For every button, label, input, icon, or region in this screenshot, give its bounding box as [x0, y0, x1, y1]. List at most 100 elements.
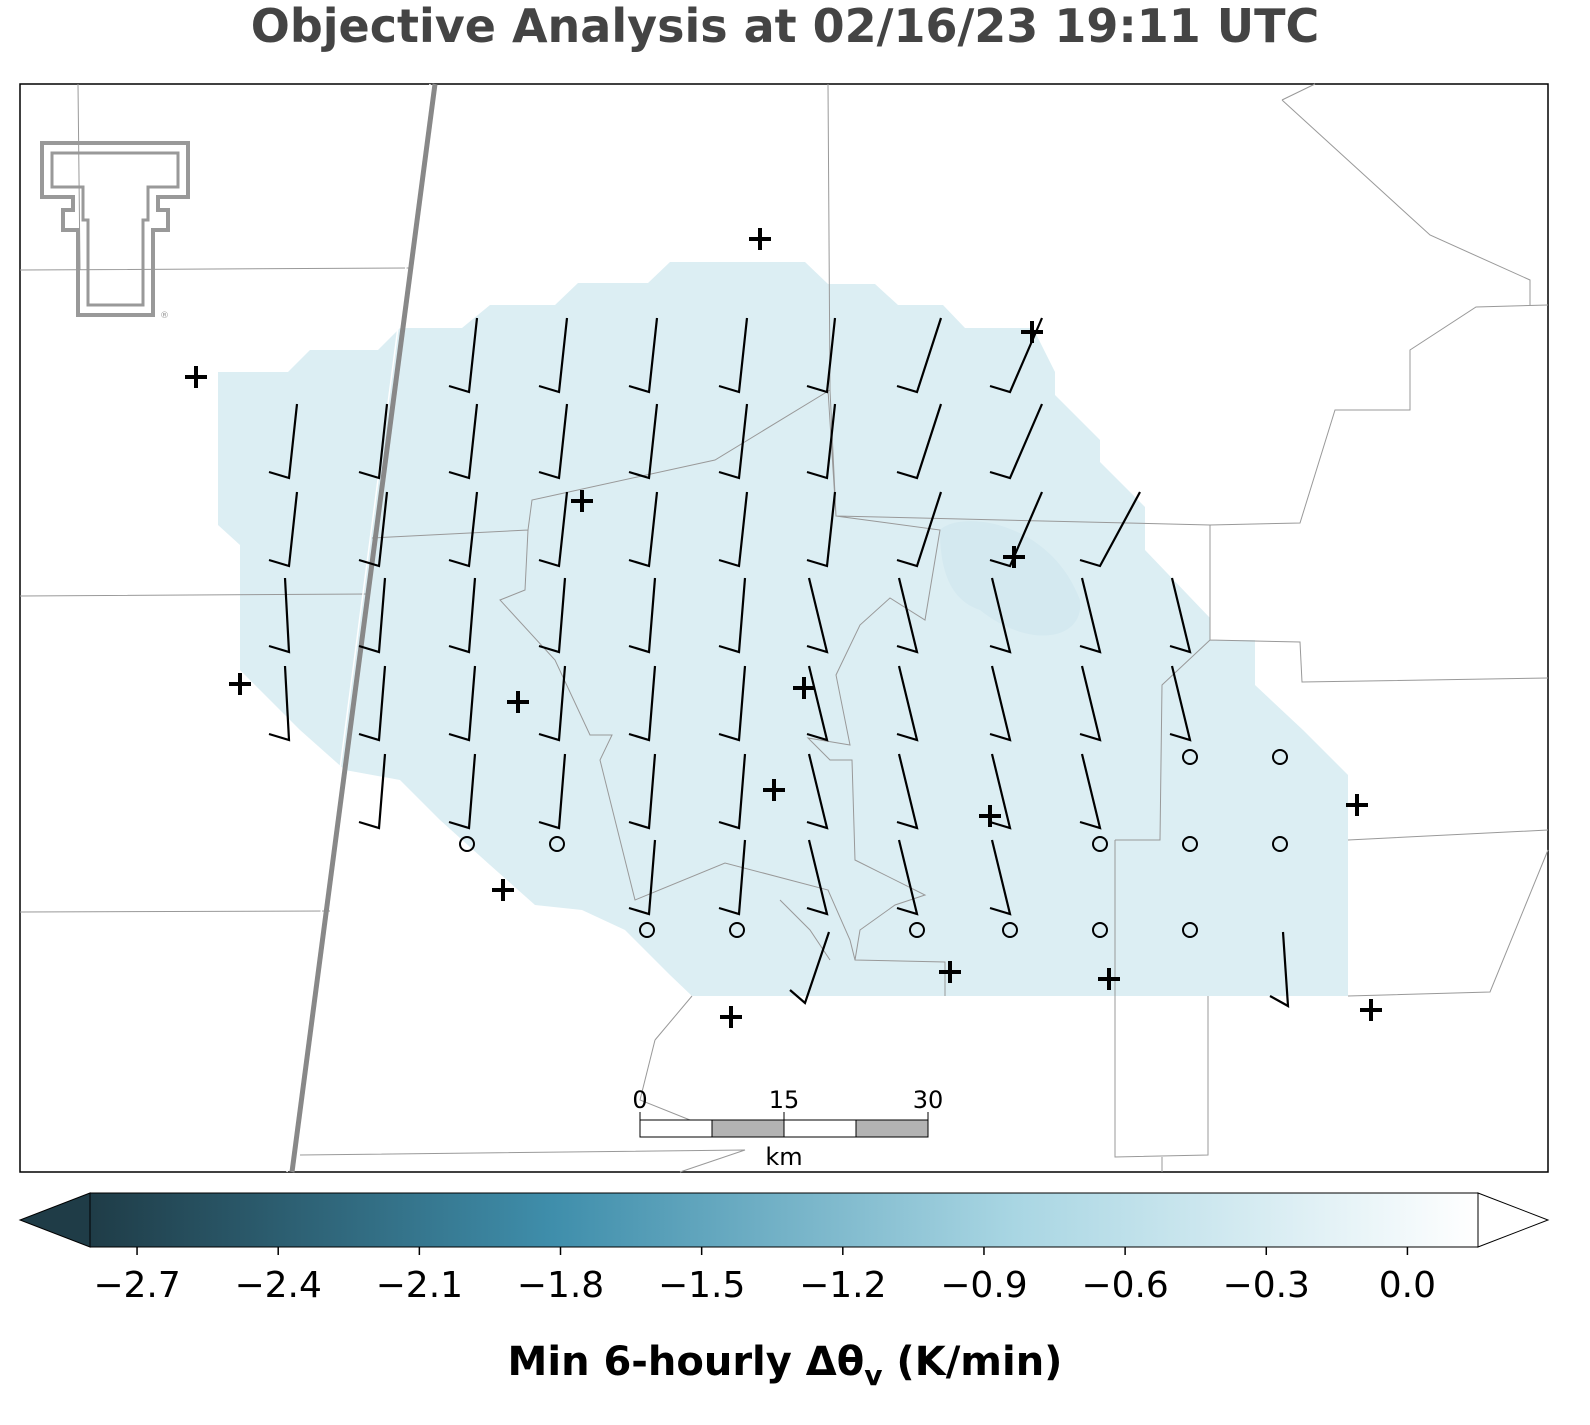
wind-barb — [538, 403, 569, 480]
colorbar-tick-label: −0.9 — [940, 1265, 1027, 1306]
colorbar-tick-label: −1.2 — [799, 1265, 886, 1306]
label-main: Min 6-hourly Δθ — [508, 1339, 865, 1385]
wind-barb — [896, 753, 919, 830]
calm-marker — [1002, 922, 1018, 938]
wind-barb — [268, 491, 299, 568]
calm-marker — [729, 922, 745, 938]
wind-barb — [806, 839, 829, 916]
wind-barb — [718, 839, 747, 916]
calm-marker — [1272, 749, 1288, 765]
calm-marker — [1182, 836, 1198, 852]
wind-barb — [268, 577, 291, 654]
colorbar-tick-label: −1.8 — [517, 1265, 604, 1306]
wind-barb — [989, 491, 1044, 568]
calm-marker — [459, 836, 475, 852]
wind-barb — [896, 577, 919, 654]
wind-barb — [896, 839, 919, 916]
calm-marker — [639, 922, 655, 938]
wind-barb — [1079, 577, 1102, 654]
colorbar-tick-label: 0.0 — [1379, 1265, 1436, 1306]
colorbar-tick-label: −2.1 — [376, 1265, 463, 1306]
station-marker — [979, 805, 1001, 827]
station-marker — [763, 779, 785, 801]
wind-barb — [268, 403, 299, 480]
station-marker — [1021, 321, 1043, 343]
wind-barb — [989, 403, 1044, 480]
wind-barb — [358, 753, 387, 830]
station-marker — [793, 677, 815, 699]
wind-barb — [448, 317, 479, 394]
colorbar: −2.7 −2.4 −2.1 −1.8 −1.5 −1.2 −0.9 −0.6 −0.3 0.0 — [18, 1192, 1550, 1306]
wind-barb — [448, 577, 477, 654]
scale-tick-label: 30 — [913, 1086, 944, 1114]
analysis-contour — [940, 521, 1081, 636]
station-marker — [749, 228, 771, 250]
colorbar-tick-label: −0.6 — [1081, 1265, 1168, 1306]
wind-barb — [718, 317, 749, 394]
wind-barb — [448, 403, 479, 480]
wind-barb — [896, 403, 943, 480]
wind-barb — [896, 665, 919, 742]
map: ® — [19, 83, 1549, 1173]
scale-segment — [783, 1119, 857, 1138]
colorbar-label: Min 6-hourly Δθv (K/min) — [508, 1339, 1063, 1392]
scale-bar: 0 15 30 km — [632, 1086, 943, 1171]
wind-barb — [628, 577, 657, 654]
wind-barb — [628, 665, 657, 742]
station-marker — [720, 1006, 742, 1028]
wind-barb — [628, 753, 657, 830]
station-marker — [1003, 546, 1025, 568]
wind-barb — [989, 753, 1012, 830]
wind-barb — [806, 665, 829, 742]
wind-barb — [896, 491, 943, 568]
wind-barb — [628, 403, 659, 480]
station-marker — [507, 691, 529, 713]
wind-barb — [718, 577, 747, 654]
wind-barb — [1169, 665, 1192, 742]
wind-barb — [806, 577, 829, 654]
scale-segment — [855, 1119, 929, 1138]
wind-barb — [538, 577, 567, 654]
station-marker — [229, 673, 251, 695]
calm-marker — [1272, 836, 1288, 852]
wind-barb — [538, 317, 569, 394]
scale-segment — [639, 1119, 713, 1138]
label-subscript: v — [864, 1359, 882, 1392]
scale-segment — [711, 1119, 785, 1138]
wind-barb — [358, 491, 389, 568]
wind-barb — [1079, 491, 1141, 568]
wind-barb — [1079, 753, 1102, 830]
station-marker — [1098, 968, 1120, 990]
wind-barb — [789, 931, 831, 1005]
wind-barb — [1079, 665, 1102, 742]
wind-barb — [989, 839, 1012, 916]
wind-barb — [268, 665, 291, 742]
wind-barb — [718, 753, 747, 830]
label-units: (K/min) — [882, 1339, 1062, 1385]
wind-barb — [448, 665, 477, 742]
wind-barb — [628, 839, 657, 916]
calm-marker — [549, 836, 565, 852]
analysis-field — [218, 262, 1348, 996]
station-marker — [492, 879, 514, 901]
wind-barb — [448, 753, 477, 830]
calm-marker — [1182, 922, 1198, 938]
wind-barb — [538, 665, 567, 742]
wind-barb — [1269, 931, 1290, 1008]
wind-barb — [989, 665, 1012, 742]
wind-barb — [806, 753, 829, 830]
wind-barb — [628, 317, 659, 394]
wind-barb — [1169, 577, 1192, 654]
calm-marker — [1092, 922, 1108, 938]
wind-barb — [358, 665, 387, 742]
scale-tick-label: 15 — [769, 1086, 800, 1114]
wind-barb — [896, 317, 943, 394]
scale-tick-label: 0 — [632, 1086, 647, 1114]
wind-barb — [718, 491, 749, 568]
wind-barb — [806, 317, 837, 394]
extend-high — [1477, 1192, 1550, 1248]
calm-marker — [909, 922, 925, 938]
extend-low — [18, 1192, 91, 1248]
station-marker — [1360, 999, 1382, 1021]
